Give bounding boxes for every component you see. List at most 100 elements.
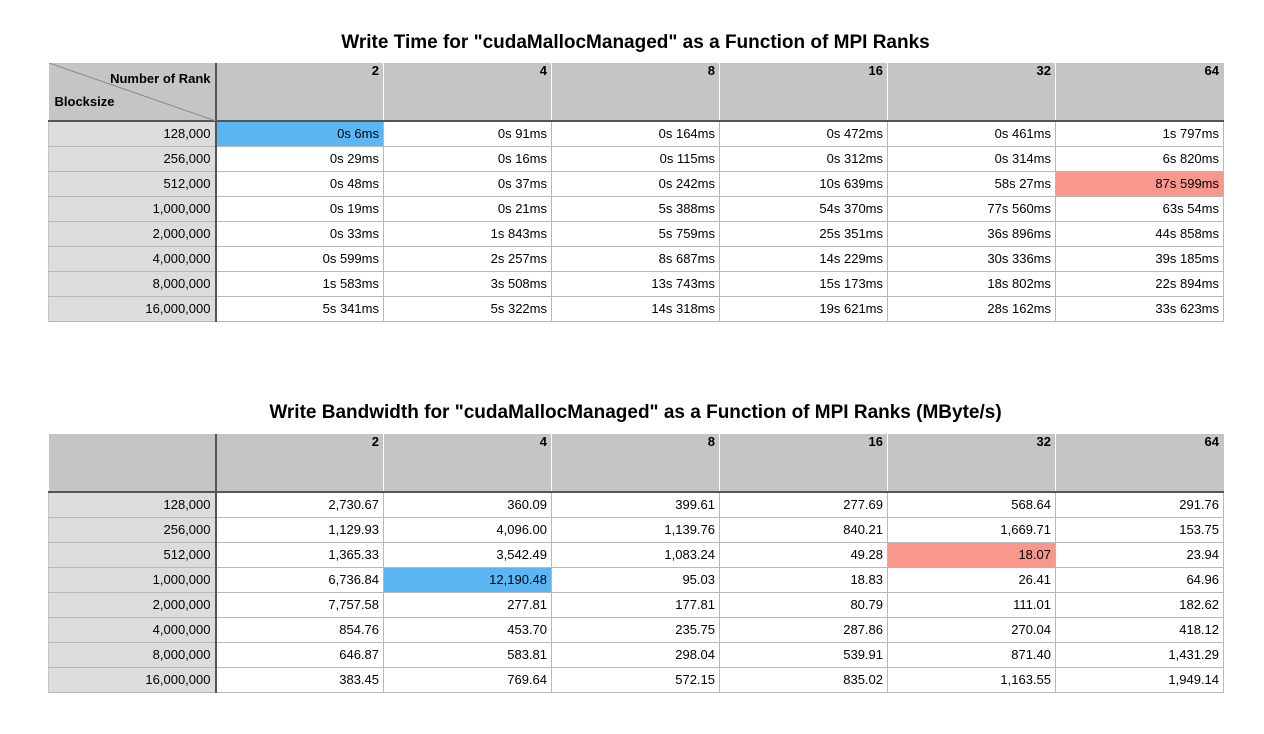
write-bandwidth-table: 2 4 8 16 32 64 128,000 2,730.67 360.09 399.… (48, 434, 1224, 693)
table-cell: 277.81 (383, 591, 552, 618)
table-cell: 298.04 (551, 641, 720, 668)
column-header-ranks-4: 4 (383, 63, 552, 122)
table-cell: 18s 802ms (887, 270, 1056, 297)
row-header-blocksize: 128,000 (48, 491, 217, 518)
table-row: 2,000,000 0s 33ms 1s 843ms 5s 759ms 25s 351m… (48, 220, 1224, 247)
table-cell: 13s 743ms (551, 270, 720, 297)
table-row: 256,000 0s 29ms 0s 16ms 0s 115ms 0s 312ms 0s … (48, 145, 1224, 172)
row-header-blocksize: 2,000,000 (48, 220, 217, 247)
row-header-blocksize: 8,000,000 (48, 641, 217, 668)
column-header-ranks-32: 32 (887, 63, 1056, 122)
row-header-blocksize: 4,000,000 (48, 245, 217, 272)
table-cell: 153.75 (1055, 516, 1224, 543)
table-cell: 3s 508ms (383, 270, 552, 297)
table-cell: 14s 318ms (551, 295, 720, 322)
column-header-ranks-8: 8 (551, 434, 720, 493)
table-cell: 25s 351ms (719, 220, 888, 247)
column-header-ranks-16: 16 (719, 434, 888, 493)
table-cell: 0s 33ms (215, 220, 384, 247)
table-cell: 177.81 (551, 591, 720, 618)
table-cell: 0s 115ms (551, 145, 720, 172)
table-cell: 572.15 (551, 666, 720, 693)
write-time-table-body: 128,000 0s 6ms 0s 91ms 0s 164ms 0s 472ms 0s 4… (48, 120, 1224, 322)
table-row: 1,000,000 6,736.84 12,190.48 95.03 18.83 26.4… (48, 566, 1224, 593)
table-cell: 44s 858ms (1055, 220, 1224, 247)
table-cell: 277.69 (719, 491, 888, 518)
table-cell: 1,431.29 (1055, 641, 1224, 668)
row-header-blocksize: 512,000 (48, 170, 217, 197)
table-cell: 360.09 (383, 491, 552, 518)
column-header-ranks-64: 64 (1055, 434, 1224, 493)
table-row: 16,000,000 383.45 769.64 572.15 835.02 1,163.… (48, 666, 1224, 693)
corner-header-cell: Number of Rank Blocksize (48, 63, 217, 122)
row-header-blocksize: 4,000,000 (48, 616, 217, 643)
table-cell: 646.87 (215, 641, 384, 668)
table-cell: 0s 16ms (383, 145, 552, 172)
row-header-blocksize: 1,000,000 (48, 566, 217, 593)
table-cell: 111.01 (887, 591, 1056, 618)
table-cell: 418.12 (1055, 616, 1224, 643)
table-cell: 2s 257ms (383, 245, 552, 272)
table-cell: 583.81 (383, 641, 552, 668)
table-cell: 835.02 (719, 666, 888, 693)
write-time-table: Number of Rank Blocksize 2 4 8 16 32 64 … (48, 63, 1224, 322)
highlighted-table-cell: 12,190.48 (383, 566, 552, 593)
table-cell: 6,736.84 (215, 566, 384, 593)
table-cell: 871.40 (887, 641, 1056, 668)
table-cell: 3,542.49 (383, 541, 552, 568)
row-header-blocksize: 16,000,000 (48, 295, 217, 322)
table-cell: 1s 797ms (1055, 120, 1224, 147)
table-cell: 0s 314ms (887, 145, 1056, 172)
table-cell: 5s 341ms (215, 295, 384, 322)
write-bandwidth-table-body: 128,000 2,730.67 360.09 399.61 277.69 568.64 2… (48, 491, 1224, 693)
row-header-blocksize: 256,000 (48, 145, 217, 172)
table-cell: 840.21 (719, 516, 888, 543)
table-cell: 33s 623ms (1055, 295, 1224, 322)
table-cell: 7,757.58 (215, 591, 384, 618)
table-cell: 1,139.76 (551, 516, 720, 543)
table-cell: 8s 687ms (551, 245, 720, 272)
corner-header-cell (48, 434, 217, 493)
table-cell: 0s 312ms (719, 145, 888, 172)
write-time-table-title: Write Time for "cudaMallocManaged" as a … (341, 32, 930, 53)
table-cell: 383.45 (215, 666, 384, 693)
table-cell: 36s 896ms (887, 220, 1056, 247)
column-header-ranks-16: 16 (719, 63, 888, 122)
table-cell: 0s 164ms (551, 120, 720, 147)
table-cell: 453.70 (383, 616, 552, 643)
table-cell: 23.94 (1055, 541, 1224, 568)
table-cell: 6s 820ms (1055, 145, 1224, 172)
row-header-blocksize: 128,000 (48, 120, 217, 147)
corner-diagonal-line (48, 63, 216, 121)
table-cell: 22s 894ms (1055, 270, 1224, 297)
column-header-ranks-32: 32 (887, 434, 1056, 493)
table-cell: 1,083.24 (551, 541, 720, 568)
table-cell: 19s 621ms (719, 295, 888, 322)
table-row: 512,000 1,365.33 3,542.49 1,083.24 49.28 18.0… (48, 541, 1224, 568)
table-row: 256,000 1,129.93 4,096.00 1,139.76 840.21 1,6… (48, 516, 1224, 543)
column-header-ranks-64: 64 (1055, 63, 1224, 122)
table-row: 512,000 0s 48ms 0s 37ms 0s 242ms 10s 639ms 58… (48, 170, 1224, 197)
table-cell: 1,949.14 (1055, 666, 1224, 693)
table-cell: 0s 472ms (719, 120, 888, 147)
table-cell: 0s 48ms (215, 170, 384, 197)
table-cell: 854.76 (215, 616, 384, 643)
table-cell: 1s 583ms (215, 270, 384, 297)
table-cell: 0s 91ms (383, 120, 552, 147)
table-cell: 1,365.33 (215, 541, 384, 568)
table-cell: 77s 560ms (887, 195, 1056, 222)
table-cell: 0s 242ms (551, 170, 720, 197)
column-header-ranks-2: 2 (215, 434, 384, 493)
row-header-blocksize: 256,000 (48, 516, 217, 543)
table-cell: 30s 336ms (887, 245, 1056, 272)
table-row: 16,000,000 5s 341ms 5s 322ms 14s 318ms 19s 6… (48, 295, 1224, 322)
corner-column-axis-label: Number of Rank (110, 71, 211, 86)
highlighted-table-cell: 87s 599ms (1055, 170, 1224, 197)
table-cell: 15s 173ms (719, 270, 888, 297)
table-cell: 291.76 (1055, 491, 1224, 518)
table-row: 8,000,000 1s 583ms 3s 508ms 13s 743ms 15s 17… (48, 270, 1224, 297)
table-cell: 399.61 (551, 491, 720, 518)
row-header-blocksize: 16,000,000 (48, 666, 217, 693)
table-cell: 14s 229ms (719, 245, 888, 272)
column-header-ranks-8: 8 (551, 63, 720, 122)
